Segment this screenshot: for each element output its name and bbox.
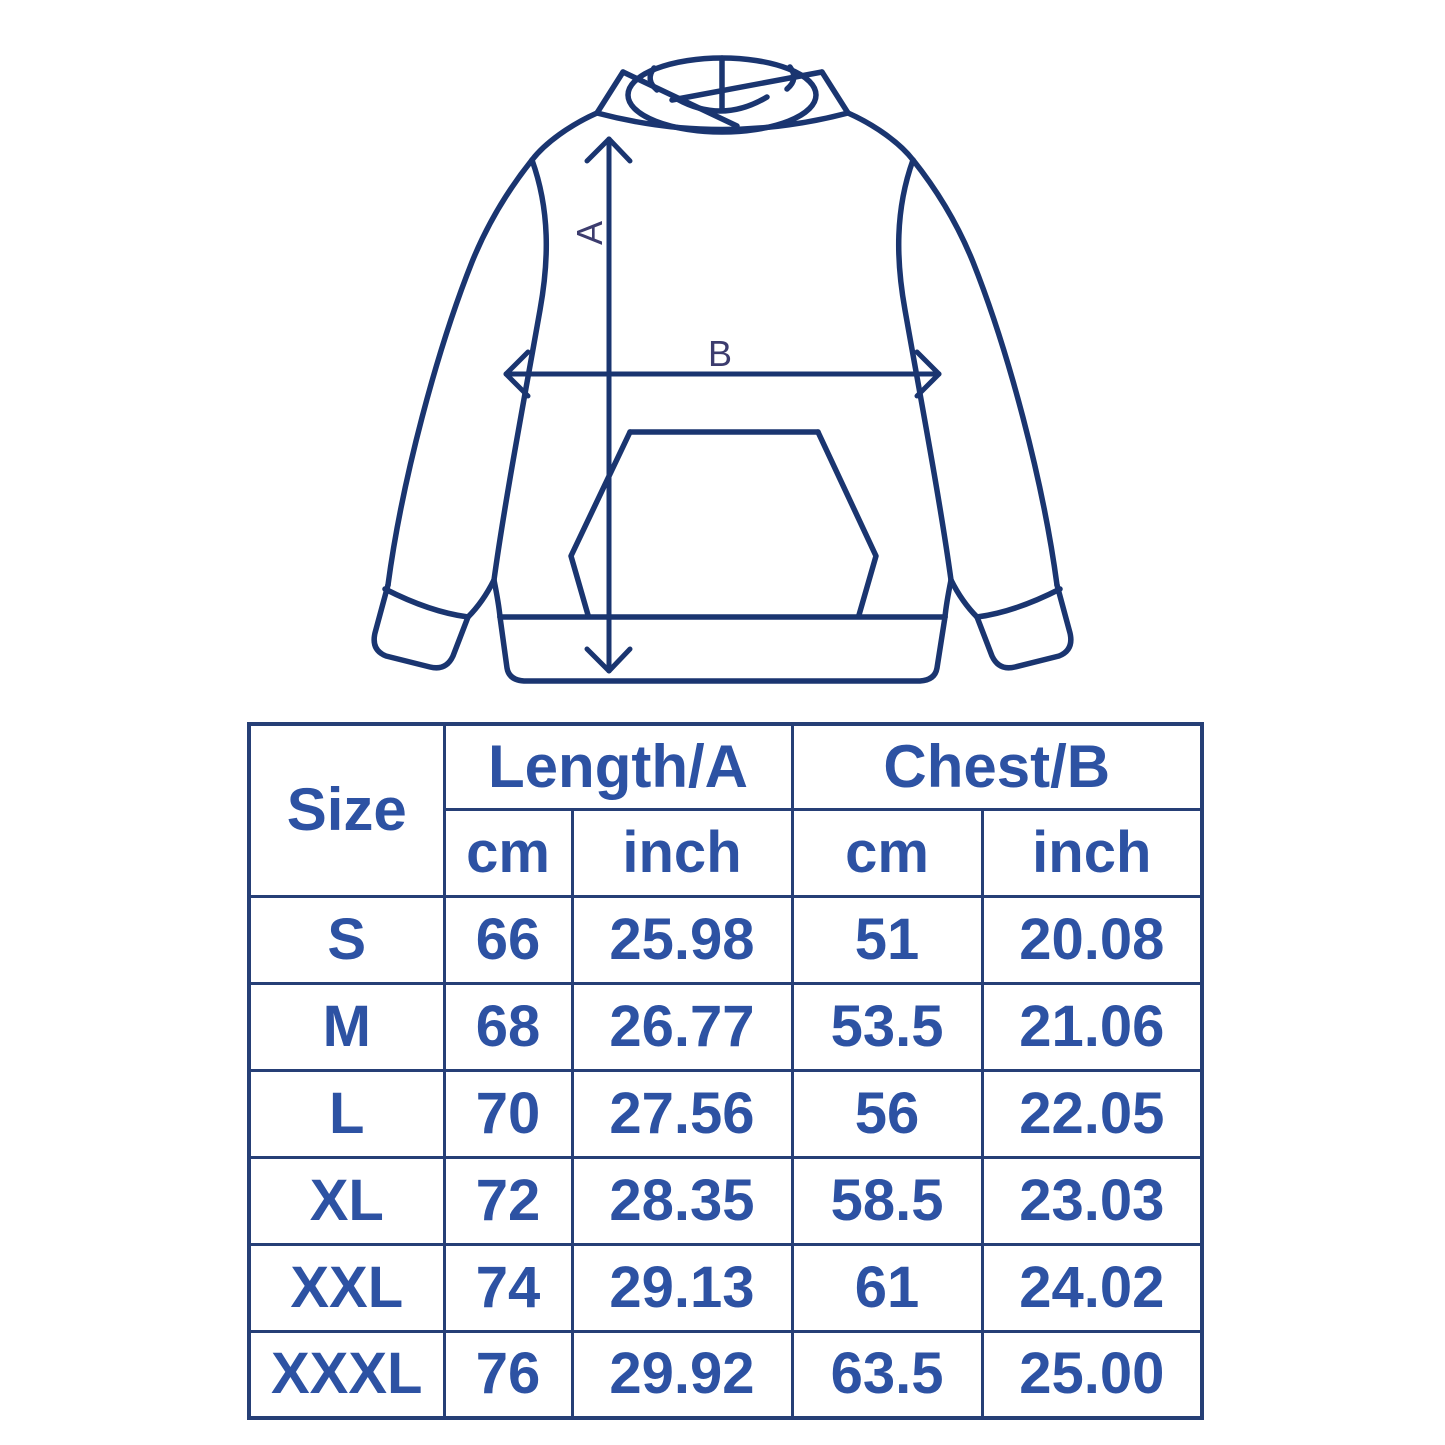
- chest-inch: 23.03: [980, 1155, 1204, 1246]
- size-label: S: [247, 894, 446, 985]
- header-chest-inch: inch: [980, 807, 1204, 898]
- chest-cm: 56: [790, 1068, 984, 1159]
- left-sleeve: [371, 157, 535, 671]
- length-cm: 76: [442, 1329, 574, 1420]
- header-length-cm: cm: [442, 807, 574, 898]
- chest-inch: 24.02: [980, 1242, 1204, 1333]
- hoodie-diagram: A B: [371, 55, 1074, 684]
- chest-cm: 51: [790, 894, 984, 985]
- size-label: XL: [247, 1155, 446, 1246]
- size-label: XXXL: [247, 1329, 446, 1420]
- right-sleeve: [910, 157, 1074, 671]
- length-inch: 27.56: [570, 1068, 794, 1159]
- header-row-groups: Size Length/A Chest/B: [247, 722, 1204, 898]
- chest-arrow-b: B: [503, 333, 942, 399]
- chest-inch: 21.06: [980, 981, 1204, 1072]
- length-inch: 26.77: [570, 981, 794, 1072]
- chest-inch: 20.08: [980, 894, 1204, 985]
- table-row-m: M 68 26.77 53.5 21.06: [247, 981, 1204, 1072]
- label-a: A: [569, 221, 610, 245]
- length-cm: 68: [442, 981, 574, 1072]
- length-cm: 72: [442, 1155, 574, 1246]
- hood-outline: [594, 55, 851, 135]
- length-cm: 66: [442, 894, 574, 985]
- length-arrow-a: A: [569, 136, 633, 674]
- header-chest: Chest/B: [790, 722, 1204, 811]
- header-chest-cm: cm: [790, 807, 984, 898]
- table-row-l: L 70 27.56 56 22.05: [247, 1068, 1204, 1159]
- table-row-xl: XL 72 28.35 58.5 23.03: [247, 1155, 1204, 1246]
- chest-inch: 25.00: [980, 1329, 1204, 1420]
- chest-cm: 58.5: [790, 1155, 984, 1246]
- length-cm: 74: [442, 1242, 574, 1333]
- chest-cm: 61: [790, 1242, 984, 1333]
- size-label: XXL: [247, 1242, 446, 1333]
- size-label: L: [247, 1068, 446, 1159]
- table-row-xxl: XXL 74 29.13 61 24.02: [247, 1242, 1204, 1333]
- hem-band: [497, 614, 948, 684]
- length-inch: 29.13: [570, 1242, 794, 1333]
- header-row-units: cm inch cm inch: [249, 807, 1204, 898]
- table-row-xxxl: XXXL 76 29.92 63.5 25.00: [247, 1329, 1204, 1420]
- table-row-s: S 66 25.98 51 20.08: [247, 894, 1204, 985]
- chest-cm: 63.5: [790, 1329, 984, 1420]
- header-length: Length/A: [442, 722, 794, 811]
- header-length-inch: inch: [570, 807, 794, 898]
- length-inch: 25.98: [570, 894, 794, 985]
- chest-inch: 22.05: [980, 1068, 1204, 1159]
- body-outline: [491, 110, 954, 620]
- header-size: Size: [247, 722, 446, 898]
- length-inch: 28.35: [570, 1155, 794, 1246]
- kangaroo-pocket: [568, 429, 879, 618]
- size-label: M: [247, 981, 446, 1072]
- chest-cm: 53.5: [790, 981, 984, 1072]
- length-cm: 70: [442, 1068, 574, 1159]
- size-table: Size Length/A Chest/B cm inch cm inch S …: [247, 722, 1205, 1420]
- length-inch: 29.92: [570, 1329, 794, 1420]
- label-b: B: [708, 333, 732, 374]
